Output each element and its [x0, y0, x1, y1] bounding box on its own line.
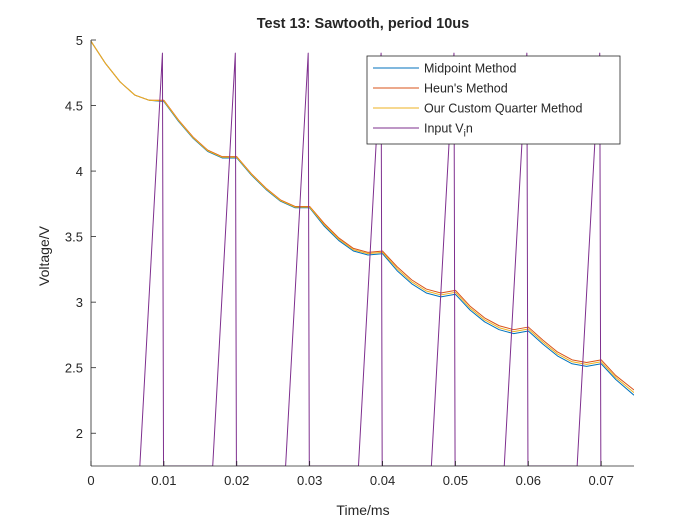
y-tick-label: 2.5: [65, 361, 83, 376]
legend: Midpoint Method Heun's Method Our Custom Q…: [366, 55, 621, 145]
x-tick-label: 0: [87, 473, 94, 488]
legend-label-2: Heun's Method: [424, 82, 508, 96]
series-line-4: [139, 52, 602, 466]
y-tick-label: 2: [76, 426, 83, 441]
legend-label-1: Midpoint Method: [424, 62, 516, 76]
y-tick-label: 4: [76, 164, 83, 179]
series-line-3: [91, 41, 634, 393]
tick-marks: [90, 39, 602, 466]
x-tick-label: 0.01: [151, 473, 176, 488]
legend-label-4: Input Vin: [424, 122, 473, 140]
y-tick-label: 3.5: [65, 230, 83, 245]
x-tick-label: 0.07: [589, 473, 614, 488]
x-tick-label: 0.03: [297, 473, 322, 488]
axes: [90, 40, 634, 467]
y-tick-label: 3: [76, 295, 83, 310]
x-tick-label: 0.04: [370, 473, 395, 488]
tick-labels: 0 0.01 0.02 0.03 0.04 0.05 0.06 0.07 2 2.5 3 3.5 4 4.…: [65, 33, 614, 488]
x-tick-label: 0.05: [443, 473, 468, 488]
x-axis-label: Time/ms: [336, 502, 389, 518]
y-axis-label: Voltage/V: [36, 225, 52, 286]
x-tick-label: 0.06: [516, 473, 541, 488]
y-tick-label: 4.5: [65, 99, 83, 114]
legend-box: [366, 55, 621, 145]
chart-title: Test 13: Sawtooth, period 10us: [257, 16, 469, 32]
series-layer: [91, 41, 634, 466]
legend-label-3: Our Custom Quarter Method: [424, 102, 582, 116]
x-tick-label: 0.02: [224, 473, 249, 488]
y-tick-label: 5: [76, 33, 83, 48]
